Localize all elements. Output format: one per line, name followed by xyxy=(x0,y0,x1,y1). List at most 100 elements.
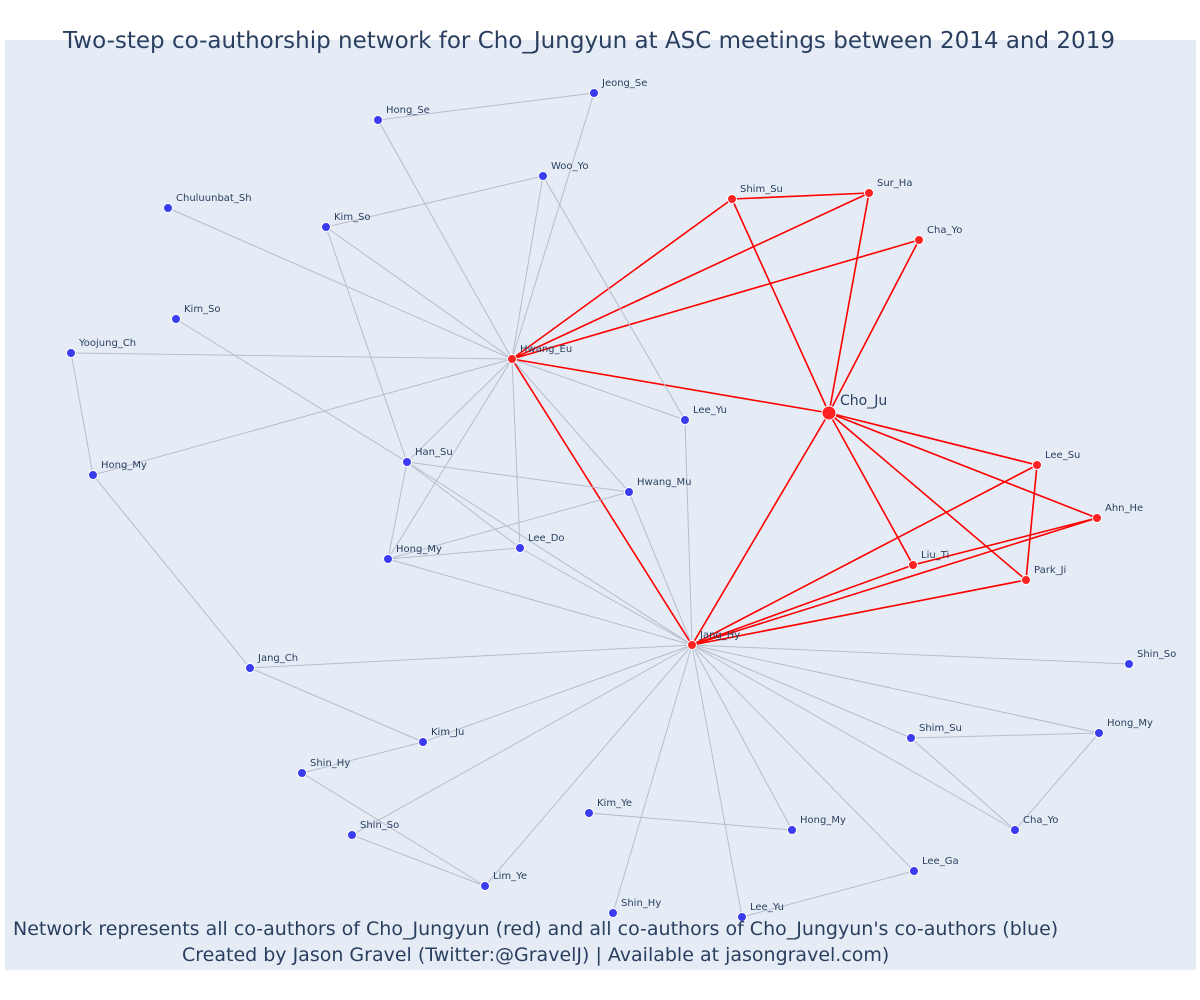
node-label-shin_so_2: Shin_So xyxy=(360,820,399,831)
edge-shin_so_2-jang_hy xyxy=(351,644,693,836)
node-label-kim_so_2: Kim_So xyxy=(184,304,221,315)
node-hwang_eu[interactable] xyxy=(507,354,517,364)
node-label-hong_my_2: Hong_My xyxy=(396,544,442,555)
caption-line-1: Network represents all co-authors of Cho… xyxy=(13,918,1059,940)
edge-kim_ye-hong_my_4 xyxy=(588,812,793,831)
labels-layer: Cho_Ju Hwang_Eu Jang_Hy Shim_Su Sur_Ha Cha_Yo… xyxy=(78,78,1176,913)
edge-kim_so_2-han_su xyxy=(175,318,408,463)
node-label-jang_hy: Jang_Hy xyxy=(699,630,740,641)
edge-shin_so_1-jang_hy xyxy=(691,644,1130,665)
node-hong_se[interactable] xyxy=(373,115,383,125)
nodes-layer xyxy=(66,88,1134,922)
edge-woo_yo-kim_so_1 xyxy=(325,175,544,228)
edge-hwang_eu-han_su xyxy=(406,358,513,463)
node-lee_yu_2[interactable] xyxy=(737,912,747,922)
node-label-hwang_mu: Hwang_Mu xyxy=(637,477,691,488)
node-label-jang_ch: Jang_Ch xyxy=(257,653,298,664)
node-kim_ye[interactable] xyxy=(584,808,594,818)
node-cha_yo_b[interactable] xyxy=(1010,825,1020,835)
edge-jang_ch-jang_hy xyxy=(249,644,693,669)
node-label-hong_my_4: Hong_My xyxy=(800,815,846,826)
node-kim_so_2[interactable] xyxy=(171,314,181,324)
edge-shim_su_b-cha_yo_b xyxy=(910,737,1016,831)
node-shin_so_2[interactable] xyxy=(347,830,357,840)
edge-hwang_eu-lee_yu_1 xyxy=(511,358,686,421)
node-lee_su[interactable] xyxy=(1032,460,1042,470)
node-label-han_su: Han_Su xyxy=(415,447,453,458)
edge-hwang_eu-jang_hy xyxy=(511,358,693,646)
node-shim_su_r[interactable] xyxy=(727,194,737,204)
node-kim_so_1[interactable] xyxy=(321,222,331,232)
node-lee_yu_1[interactable] xyxy=(680,415,690,425)
edge-jeong_se-hong_se xyxy=(377,92,595,121)
node-label-sur_ha: Sur_Ha xyxy=(877,178,912,189)
node-jeong_se[interactable] xyxy=(589,88,599,98)
edge-cho-ahn_he xyxy=(828,412,1098,519)
node-label-liu_ti: Liu_Ti xyxy=(921,550,949,561)
edge-cha_yo_b-jang_hy xyxy=(691,644,1016,831)
node-label-shin_hy_2: Shin_Hy xyxy=(621,898,661,909)
edge-cho-lee_su xyxy=(828,412,1038,466)
edge-yoojung_ch-hwang_eu xyxy=(70,352,513,360)
node-chuluunbat_sh[interactable] xyxy=(163,203,173,213)
node-woo_yo[interactable] xyxy=(538,171,548,181)
edge-lee_do-jang_hy xyxy=(519,547,693,646)
node-cha_yo_r[interactable] xyxy=(914,235,924,245)
node-hong_my_2[interactable] xyxy=(383,554,393,564)
node-park_ji[interactable] xyxy=(1021,575,1031,585)
node-label-woo_yo: Woo_Yo xyxy=(551,161,588,172)
edge-hong_my_1-hwang_eu xyxy=(92,358,513,476)
node-yoojung_ch[interactable] xyxy=(66,348,76,358)
edge-cho-hwang_eu xyxy=(511,358,830,414)
edge-hong_my_1-jang_ch xyxy=(92,474,251,669)
edge-jang_ch-kim_ju xyxy=(249,667,424,743)
node-kim_ju[interactable] xyxy=(418,737,428,747)
node-ahn_he[interactable] xyxy=(1092,513,1102,523)
edge-woo_yo-hwang_eu xyxy=(511,175,544,360)
edge-han_su-jang_hy xyxy=(406,461,693,646)
node-lee_do[interactable] xyxy=(515,543,525,553)
node-lee_ga[interactable] xyxy=(909,866,919,876)
node-hong_my_3[interactable] xyxy=(1094,728,1104,738)
node-label-kim_ju: Kim_Ju xyxy=(431,727,464,738)
edge-hong_se-hwang_eu xyxy=(377,119,513,360)
chart-title: Two-step co-authorship network for Cho_J… xyxy=(63,28,1115,54)
node-jang_ch[interactable] xyxy=(245,663,255,673)
edge-lee_su-park_ji xyxy=(1025,464,1038,581)
edge-hwang_eu-lee_do xyxy=(511,358,521,549)
node-shin_hy_1[interactable] xyxy=(297,768,307,778)
edge-lee_yu_2-lee_ga xyxy=(741,870,915,918)
edge-hong_my_4-jang_hy xyxy=(691,644,793,831)
node-hong_my_1[interactable] xyxy=(88,470,98,480)
edge-jang_hy-ahn_he xyxy=(691,517,1098,646)
edge-hwang_eu-sur_ha xyxy=(511,192,870,360)
node-label-lee_do: Lee_Do xyxy=(528,533,565,544)
edge-hwang_eu-hong_my_2 xyxy=(387,358,513,560)
edge-hwang_eu-hwang_mu xyxy=(511,358,630,493)
node-shim_su_b[interactable] xyxy=(906,733,916,743)
edge-cho-cha_yo_r xyxy=(828,239,920,414)
edge-lim_ye-jang_hy xyxy=(484,644,693,887)
edge-cho-shim_su_r xyxy=(731,198,830,414)
node-shin_so_1[interactable] xyxy=(1124,659,1134,669)
node-lim_ye[interactable] xyxy=(480,881,490,891)
node-jang_hy[interactable] xyxy=(687,640,697,650)
node-hwang_mu[interactable] xyxy=(624,487,634,497)
edge-kim_so_1-hwang_eu xyxy=(325,226,513,360)
node-shin_hy_2[interactable] xyxy=(608,908,618,918)
node-hong_my_4[interactable] xyxy=(787,825,797,835)
node-label-hwang_eu: Hwang_Eu xyxy=(520,344,572,355)
edge-cho-jang_hy xyxy=(691,412,830,646)
node-liu_ti[interactable] xyxy=(908,560,918,570)
node-cho[interactable] xyxy=(821,405,837,421)
edge-shim_su_r-sur_ha xyxy=(731,192,870,200)
node-label-chuluunbat_sh: Chuluunbat_Sh xyxy=(176,193,252,204)
edge-woo_yo-lee_yu_1 xyxy=(542,175,686,421)
node-label-hong_my_1: Hong_My xyxy=(101,460,147,471)
edge-hwang_eu-cha_yo_r xyxy=(511,239,920,360)
node-han_su[interactable] xyxy=(402,457,412,467)
edge-han_su-lee_do xyxy=(406,461,521,549)
edge-shim_su_b-hong_my_3 xyxy=(910,732,1100,739)
node-sur_ha[interactable] xyxy=(864,188,874,198)
